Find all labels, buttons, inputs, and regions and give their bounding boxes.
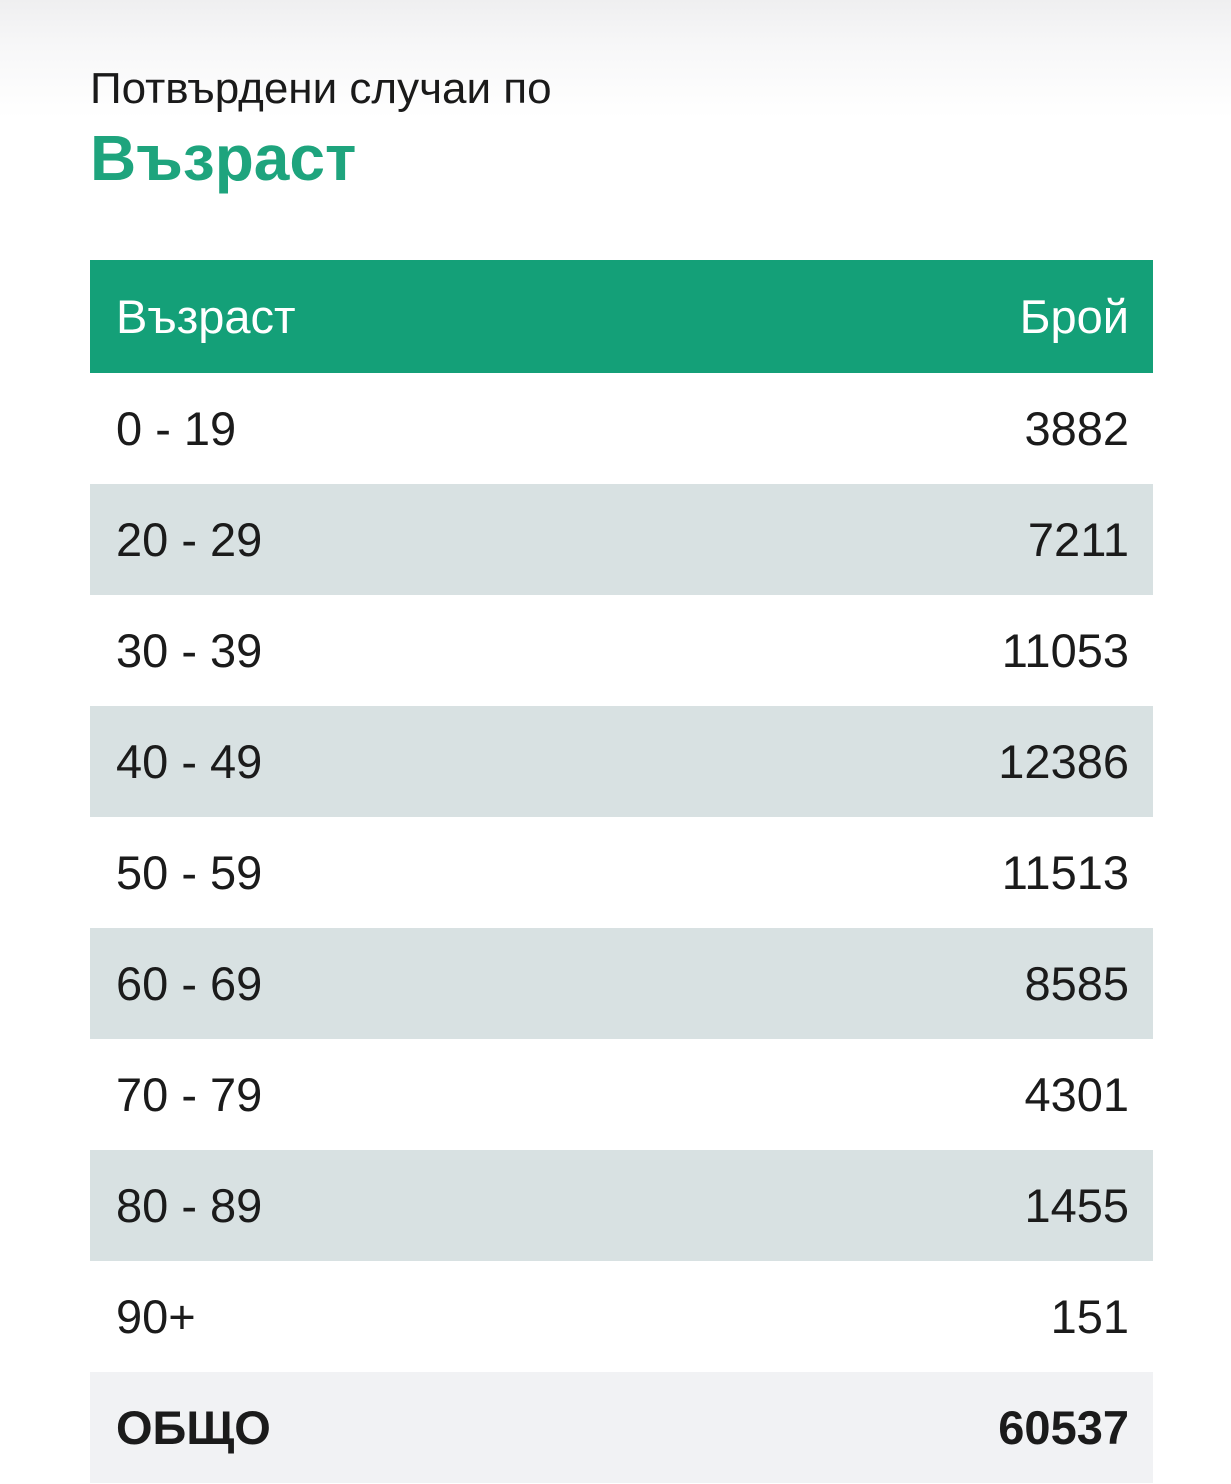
table-row: 0 - 19 3882 bbox=[90, 373, 1153, 485]
age-range-cell: 80 - 89 bbox=[116, 1179, 263, 1233]
table-row: 80 - 89 1455 bbox=[90, 1150, 1153, 1262]
total-label: ОБЩО bbox=[116, 1401, 271, 1455]
count-cell: 3882 bbox=[1024, 402, 1129, 456]
page-subtitle: Потвърдени случаи по bbox=[90, 64, 552, 113]
count-cell: 1455 bbox=[1024, 1179, 1129, 1233]
table-row: 50 - 59 11513 bbox=[90, 817, 1153, 929]
age-range-cell: 40 - 49 bbox=[116, 735, 263, 789]
column-header-age: Възраст bbox=[116, 290, 296, 344]
count-cell: 151 bbox=[1050, 1290, 1129, 1344]
column-header-count: Брой bbox=[1019, 290, 1129, 344]
age-range-cell: 70 - 79 bbox=[116, 1068, 263, 1122]
count-cell: 12386 bbox=[998, 735, 1129, 789]
table-total-row: ОБЩО 60537 bbox=[90, 1372, 1153, 1484]
table-row: 30 - 39 11053 bbox=[90, 595, 1153, 707]
table-row: 40 - 49 12386 bbox=[90, 706, 1153, 818]
table-row: 20 - 29 7211 bbox=[90, 484, 1153, 596]
count-cell: 11513 bbox=[1001, 846, 1129, 900]
age-range-cell: 30 - 39 bbox=[116, 624, 263, 678]
count-cell: 8585 bbox=[1024, 957, 1129, 1011]
age-range-cell: 20 - 29 bbox=[116, 513, 263, 567]
count-cell: 7211 bbox=[1027, 513, 1129, 567]
total-count: 60537 bbox=[998, 1401, 1129, 1455]
age-range-cell: 60 - 69 bbox=[116, 957, 263, 1011]
page-title: Възраст bbox=[90, 121, 357, 194]
table-row: 70 - 79 4301 bbox=[90, 1039, 1153, 1151]
table-row: 90+ 151 bbox=[90, 1261, 1153, 1373]
table-header-row: Възраст Брой bbox=[90, 260, 1153, 374]
table-body: 0 - 19 3882 20 - 29 7211 30 - 39 11053 40 - 49… bbox=[90, 373, 1153, 1373]
age-range-cell: 90+ bbox=[116, 1290, 196, 1344]
age-cases-table: Възраст Брой 0 - 19 3882 20 - 29 7211 30 - 3… bbox=[90, 260, 1153, 1484]
count-cell: 11053 bbox=[1001, 624, 1129, 678]
count-cell: 4301 bbox=[1024, 1068, 1129, 1122]
age-range-cell: 0 - 19 bbox=[116, 402, 237, 456]
table-row: 60 - 69 8585 bbox=[90, 928, 1153, 1040]
age-range-cell: 50 - 59 bbox=[116, 846, 263, 900]
